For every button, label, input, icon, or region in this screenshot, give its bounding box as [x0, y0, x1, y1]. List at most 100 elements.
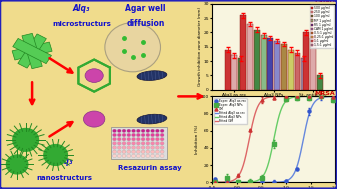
Circle shape	[136, 137, 140, 141]
Bar	[254, 29, 260, 90]
Circle shape	[141, 142, 145, 145]
X-axis label: Antimicrobial material: Antimicrobial material	[250, 99, 298, 103]
Bar	[111, 127, 167, 159]
Circle shape	[117, 133, 121, 137]
Circle shape	[136, 154, 140, 158]
Bar	[281, 44, 287, 90]
Bar	[247, 24, 253, 90]
Ellipse shape	[137, 114, 167, 124]
Circle shape	[155, 150, 159, 153]
Circle shape	[113, 150, 116, 153]
Circle shape	[160, 129, 164, 132]
Circle shape	[117, 146, 121, 149]
Circle shape	[155, 133, 159, 137]
Circle shape	[155, 129, 159, 132]
Circle shape	[122, 142, 126, 145]
Circle shape	[141, 150, 145, 153]
Bar	[301, 58, 307, 90]
Bar	[317, 75, 323, 90]
Circle shape	[160, 150, 164, 153]
Circle shape	[136, 133, 140, 137]
Polygon shape	[44, 145, 67, 165]
Circle shape	[132, 129, 135, 132]
Circle shape	[127, 146, 131, 149]
Circle shape	[113, 133, 116, 137]
Y-axis label: Growth inhibition zone diameter (mm): Growth inhibition zone diameter (mm)	[198, 7, 202, 86]
Y-axis label: Inhibition (%): Inhibition (%)	[195, 125, 199, 154]
Text: Agar well: Agar well	[125, 4, 166, 13]
Circle shape	[117, 129, 121, 132]
Bar	[232, 55, 238, 90]
Bar	[268, 38, 273, 90]
Bar	[225, 50, 231, 90]
Circle shape	[113, 154, 116, 158]
Text: diffusion: diffusion	[126, 19, 165, 29]
Circle shape	[160, 137, 164, 141]
Circle shape	[160, 146, 164, 149]
Circle shape	[151, 129, 155, 132]
Polygon shape	[18, 34, 47, 68]
Circle shape	[141, 137, 145, 141]
Circle shape	[146, 142, 150, 145]
Circle shape	[132, 150, 135, 153]
Circle shape	[141, 133, 145, 137]
Circle shape	[151, 150, 155, 153]
Circle shape	[146, 137, 150, 141]
Circle shape	[146, 129, 150, 132]
Circle shape	[127, 133, 131, 137]
Circle shape	[117, 137, 121, 141]
Circle shape	[155, 154, 159, 158]
Text: MRSA: MRSA	[314, 0, 335, 3]
Circle shape	[113, 129, 116, 132]
Legend: Exper. Alq3 as rec, Exper. Alq3 NPs, GM, Fitted Alq3 as rec, Fitted Alq3 NPs, Fi: Exper. Alq3 as rec, Exper. Alq3 NPs, GM,…	[214, 98, 247, 124]
Circle shape	[132, 142, 135, 145]
Circle shape	[127, 154, 131, 158]
Circle shape	[127, 150, 131, 153]
Polygon shape	[22, 33, 42, 69]
Circle shape	[136, 150, 140, 153]
Circle shape	[146, 154, 150, 158]
Ellipse shape	[84, 111, 105, 127]
Circle shape	[141, 129, 145, 132]
Bar	[310, 38, 316, 90]
Circle shape	[146, 146, 150, 149]
Bar	[288, 50, 294, 90]
Circle shape	[141, 154, 145, 158]
Circle shape	[127, 142, 131, 145]
Ellipse shape	[137, 71, 167, 81]
Polygon shape	[6, 155, 28, 174]
Circle shape	[151, 133, 155, 137]
Text: nanostructurs: nanostructurs	[36, 175, 92, 180]
Polygon shape	[12, 42, 52, 60]
Polygon shape	[13, 38, 52, 64]
Circle shape	[132, 137, 135, 141]
Text: Resazurin assay: Resazurin assay	[118, 165, 182, 171]
Circle shape	[146, 133, 150, 137]
Bar	[295, 53, 301, 90]
Circle shape	[127, 137, 131, 141]
Circle shape	[160, 133, 164, 137]
Circle shape	[122, 133, 126, 137]
Circle shape	[136, 146, 140, 149]
Circle shape	[151, 137, 155, 141]
Circle shape	[132, 146, 135, 149]
Circle shape	[151, 142, 155, 145]
Circle shape	[151, 154, 155, 158]
Text: microstructurs: microstructurs	[52, 22, 111, 27]
Text: MRSA: MRSA	[314, 91, 335, 96]
Bar	[238, 58, 244, 90]
Circle shape	[113, 137, 116, 141]
Circle shape	[141, 146, 145, 149]
Circle shape	[122, 129, 126, 132]
Circle shape	[117, 142, 121, 145]
Circle shape	[155, 146, 159, 149]
Circle shape	[117, 154, 121, 158]
Text: Alq₃: Alq₃	[56, 157, 73, 167]
Circle shape	[136, 129, 140, 132]
Circle shape	[122, 146, 126, 149]
Circle shape	[122, 137, 126, 141]
Polygon shape	[13, 129, 38, 151]
Circle shape	[132, 154, 135, 158]
Ellipse shape	[85, 69, 103, 82]
Circle shape	[155, 142, 159, 145]
